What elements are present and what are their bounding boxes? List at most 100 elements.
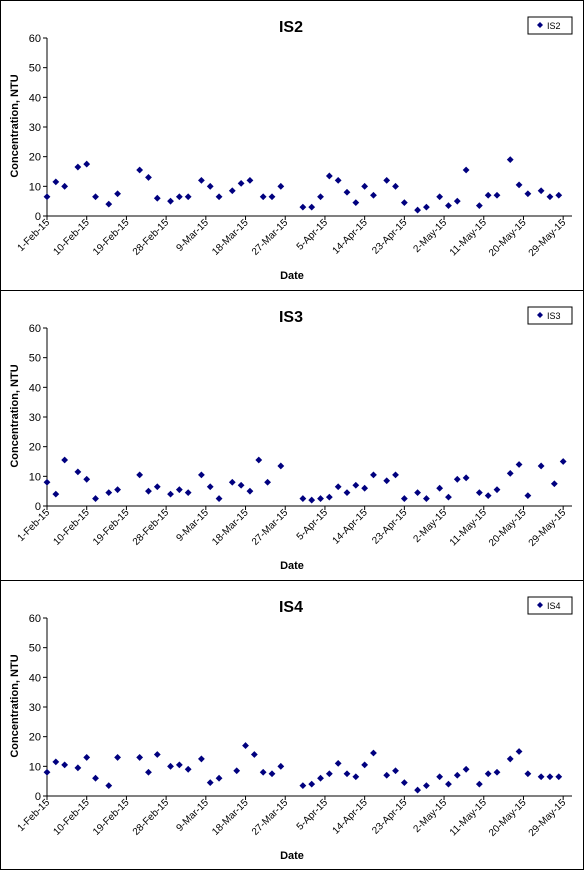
x-tick-label: 9-Mar-15 [174,217,211,254]
data-point [259,193,267,201]
chart-title: IS4 [279,599,303,616]
x-tick-label: 11-May-15 [448,797,489,838]
data-point [145,174,152,181]
legend-label: IS4 [547,601,561,611]
x-tick-label: 20-May-15 [487,217,529,259]
x-tick-label: 23-Apr-15 [370,217,410,257]
data-point [184,489,192,497]
data-point [493,768,501,776]
data-point [105,200,113,208]
x-tick-label: 27-Mar-15 [250,797,291,838]
data-point [352,773,360,781]
data-point [52,490,60,498]
data-point [414,206,421,214]
data-point [74,764,82,772]
data-point [114,190,121,198]
data-point [383,477,391,485]
data-point [43,478,51,486]
y-tick-label: 50 [29,353,41,365]
data-point [52,758,60,766]
data-point [268,193,276,201]
y-tick-label: 10 [29,181,41,193]
data-point [550,480,558,488]
data-point [361,182,369,190]
legend: IS4 [527,596,573,615]
data-point [462,765,470,773]
data-point [445,493,452,501]
data-point [453,475,461,483]
data-point [546,773,554,781]
data-point [167,197,174,205]
x-tick-label: 29-May-15 [527,797,569,839]
data-point [61,761,69,769]
y-tick-label: 10 [29,471,41,483]
legend-box [527,16,573,35]
data-point [436,484,444,492]
x-tick-label: 11-May-15 [448,507,489,548]
legend-box [527,596,573,615]
x-tick-label: 18-Mar-15 [210,797,251,838]
data-point [325,770,333,778]
data-point [537,462,545,470]
y-tick-label: 60 [29,613,41,625]
y-tick-label: 40 [29,92,41,104]
data-point [524,770,532,778]
x-axis-label: Date [280,560,304,572]
x-tick-label: 2-May-15 [412,797,450,835]
data-point [43,768,51,776]
data-point [299,203,307,211]
data-point [308,496,316,504]
data-point [343,188,351,196]
data-point [462,166,470,174]
data-point [308,780,316,788]
data-point [277,462,285,470]
data-point [414,489,421,497]
data-point [317,495,324,502]
x-tick-label: 29-May-15 [527,217,569,259]
data-point [475,202,483,210]
data-point [361,761,369,769]
chart-is2: IS2 Concentration, NTU Date IS2 0 10 20 30 4… [9,16,573,282]
y-axis-label: Concentration, NTU [9,654,21,757]
data-point [277,762,285,770]
y-tick-label: 10 [29,761,41,773]
y-tick-label: 0 [35,791,41,803]
x-axis-label: Date [280,850,304,862]
y-tick-label: 40 [29,672,41,684]
legend-box [527,306,573,325]
data-point [445,780,452,788]
data-point [198,177,205,184]
x-tick-label: 19-Feb-15 [91,507,132,548]
data-point [361,484,369,492]
data-point [246,487,254,495]
y-axis-label: Concentration, NTU [9,74,21,177]
y-tick-label: 40 [29,382,41,394]
data-point [167,490,174,498]
data-point [392,767,399,775]
data-point [215,193,223,201]
data-point [392,182,399,190]
data-point [515,461,523,468]
data-point [325,493,333,501]
y-tick-label: 30 [29,122,41,134]
data-point [74,468,82,476]
legend: IS3 [527,306,573,325]
data-point [184,765,192,773]
data-point [559,458,567,465]
data-point [92,495,99,502]
data-point [445,202,452,210]
data-point [83,160,91,168]
data-point [493,191,501,199]
x-tick-label: 23-Apr-15 [370,797,410,837]
data-point [74,163,82,171]
y-tick-label: 60 [29,33,41,45]
data-point [299,782,307,790]
data-point [246,177,254,184]
data-point [52,178,60,186]
data-point [506,755,514,763]
data-point [555,191,563,199]
y-tick-label: 0 [35,501,41,513]
legend: IS2 [527,16,573,35]
data-point [184,193,192,201]
chart-is3: IS3 Concentration, NTU Date IS3 0 10 20 30 4… [9,306,573,572]
